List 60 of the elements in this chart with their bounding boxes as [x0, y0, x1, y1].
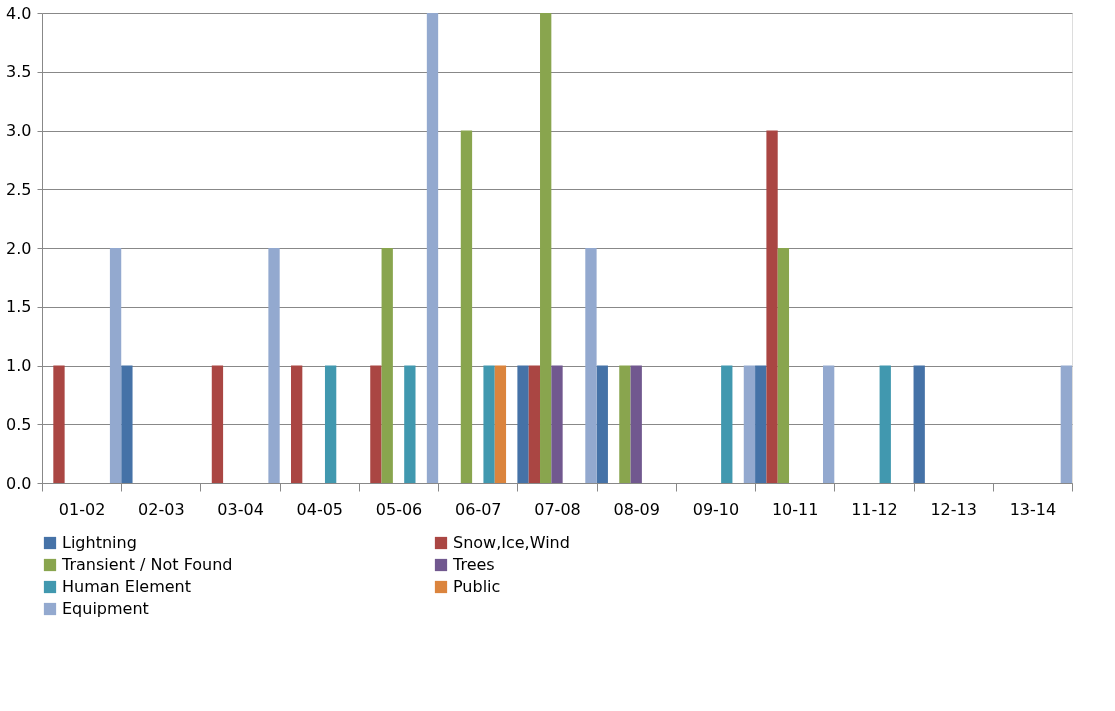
- y-tick-label: 4.0: [6, 3, 32, 23]
- bar: [404, 365, 416, 483]
- bar: [324, 365, 337, 483]
- legend-label: Trees: [452, 555, 495, 574]
- bar: [879, 365, 891, 483]
- bar: [913, 365, 925, 483]
- x-tick-label: 02-03: [138, 499, 185, 519]
- y-tick-label: 2.0: [6, 238, 32, 258]
- bar: [370, 365, 382, 483]
- bar: [483, 365, 495, 483]
- bar: [211, 365, 224, 483]
- legend-label: Equipment: [62, 599, 149, 618]
- x-tick-label: 11-12: [851, 499, 898, 519]
- bar: [53, 365, 65, 483]
- bar: [540, 13, 552, 483]
- legend-label: Public: [453, 577, 501, 596]
- bar: [109, 248, 122, 483]
- x-tick-label: 05-06: [375, 499, 423, 519]
- x-tick-label: 03-04: [217, 499, 264, 519]
- bar: [551, 365, 563, 483]
- x-tick-label: 10-11: [771, 499, 819, 519]
- y-tick-label: 2.5: [6, 179, 32, 199]
- x-tick-label: 06-07: [455, 499, 502, 519]
- legend-label: Snow,Ice,Wind: [453, 533, 570, 552]
- bar: [777, 248, 790, 483]
- y-tick-label: 3.0: [6, 121, 32, 140]
- y-tick-label: 0.0: [6, 473, 32, 493]
- bar: [585, 248, 597, 483]
- bar: [381, 248, 393, 483]
- x-tick-label: 13-14: [1009, 499, 1057, 519]
- bar: [1060, 365, 1072, 483]
- bar: [121, 365, 133, 483]
- bar: [494, 365, 507, 483]
- x-tick-label: 12-13: [930, 499, 977, 519]
- x-tick-label: 09-10: [692, 499, 740, 519]
- bar: [460, 130, 473, 483]
- y-tick-label: 1.5: [6, 297, 32, 317]
- legend-label: Lightning: [62, 533, 137, 552]
- bar: [517, 365, 529, 483]
- bar: [822, 365, 835, 483]
- bar: [268, 248, 280, 483]
- x-tick-label: 01-02: [58, 499, 106, 519]
- bar: [596, 365, 608, 483]
- y-tick-label: 1.0: [6, 356, 32, 375]
- bar: [291, 365, 303, 483]
- x-tick-label: 04-05: [296, 499, 344, 519]
- bar: [766, 130, 778, 483]
- x-tick-label: 07-08: [534, 499, 581, 519]
- bar: [755, 365, 767, 483]
- y-tick-label: 3.5: [6, 62, 32, 82]
- bar: [426, 13, 439, 483]
- bar: [528, 365, 541, 483]
- y-tick-label: 0.5: [6, 414, 32, 434]
- x-tick-label: 08-09: [613, 499, 660, 519]
- legend-label: Human Element: [62, 577, 192, 596]
- bar: [743, 365, 756, 483]
- legend-label: Transient / Not Found: [61, 555, 233, 574]
- bar: [619, 365, 631, 483]
- bar: [721, 365, 733, 483]
- bar: [630, 365, 642, 483]
